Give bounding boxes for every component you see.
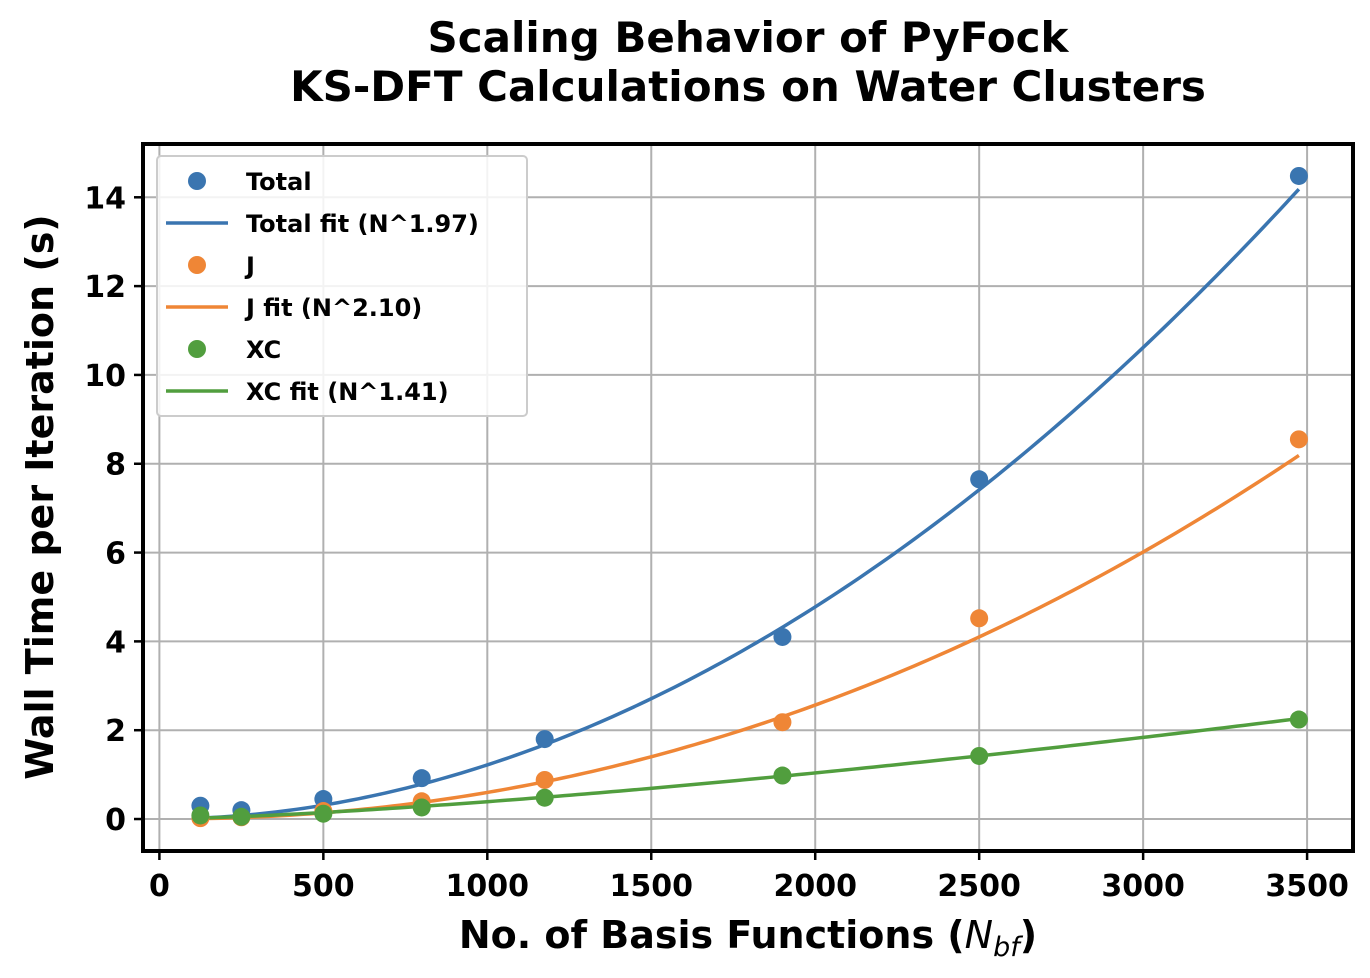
data-point bbox=[412, 769, 431, 788]
data-point bbox=[970, 609, 989, 628]
fit-lines bbox=[200, 187, 1301, 821]
legend-marker bbox=[188, 256, 206, 274]
legend-box bbox=[156, 155, 528, 417]
x-tick-label: 1000 bbox=[446, 869, 530, 904]
data-point bbox=[535, 730, 554, 749]
x-tick-label: 3000 bbox=[1101, 869, 1185, 904]
fit-line bbox=[200, 453, 1300, 821]
x-tick-label: 3500 bbox=[1265, 869, 1349, 904]
chart-title-line-1: Scaling Behavior of PyFock bbox=[428, 13, 1070, 62]
data-point bbox=[773, 713, 792, 732]
data-point bbox=[1289, 166, 1308, 185]
data-point bbox=[970, 746, 989, 765]
x-tick-label: 2500 bbox=[937, 869, 1021, 904]
x-tick-label: 2000 bbox=[773, 869, 857, 904]
plot-frame bbox=[141, 142, 1355, 853]
legend-label: Total fit (N^1.97) bbox=[246, 210, 479, 238]
data-point bbox=[191, 806, 210, 825]
y-tick-label: 14 bbox=[84, 181, 126, 216]
x-tick-label: 1500 bbox=[610, 869, 694, 904]
data-point bbox=[1289, 430, 1308, 449]
data-point bbox=[1289, 710, 1308, 729]
fit-line bbox=[200, 187, 1301, 820]
y-tick-label: 2 bbox=[105, 714, 126, 749]
y-tick-label: 12 bbox=[84, 270, 126, 305]
legend-label: J bbox=[244, 252, 255, 280]
x-axis-label-main: No. of Basis Functions ( bbox=[459, 913, 965, 957]
data-points bbox=[191, 166, 1308, 828]
grid bbox=[143, 144, 1353, 851]
x-axis-label-symbol: N bbox=[965, 913, 993, 957]
x-axis-ticks: 0 500 1000 1500 2000 2500 3000 3500 bbox=[149, 851, 1349, 904]
legend-label: J fit (N^2.10) bbox=[244, 294, 422, 322]
data-point bbox=[773, 766, 792, 785]
x-axis-label-subscript: bf bbox=[993, 932, 1023, 963]
legend-marker bbox=[188, 172, 206, 190]
data-point bbox=[535, 770, 554, 789]
y-tick-label: 8 bbox=[105, 448, 126, 483]
legend-marker bbox=[188, 340, 206, 358]
legend-label: XC bbox=[246, 336, 281, 364]
data-point bbox=[773, 627, 792, 646]
fit-line bbox=[200, 716, 1300, 820]
data-point bbox=[970, 470, 989, 489]
x-axis-label: No. of Basis Functions (Nbf) bbox=[459, 913, 1037, 963]
y-tick-label: 10 bbox=[84, 359, 126, 394]
legend-label: XC fit (N^1.41) bbox=[246, 378, 449, 406]
x-tick-label: 500 bbox=[292, 869, 355, 904]
data-point bbox=[314, 804, 333, 823]
data-point bbox=[232, 807, 251, 826]
x-axis-label-close: ) bbox=[1020, 913, 1037, 957]
data-point bbox=[412, 798, 431, 817]
y-tick-label: 6 bbox=[105, 537, 126, 572]
legend-label: Total bbox=[246, 168, 312, 196]
legend: Total Total fit (N^1.97) J J fit (N^2.10) XC… bbox=[156, 155, 528, 417]
y-axis-label: Wall Time per Iteration (s) bbox=[18, 214, 62, 779]
y-axis-ticks: 0 2 4 6 8 10 12 14 bbox=[84, 181, 143, 838]
x-tick-label: 0 bbox=[149, 869, 170, 904]
data-point bbox=[535, 788, 554, 807]
y-tick-label: 0 bbox=[105, 803, 126, 838]
y-tick-label: 4 bbox=[105, 625, 126, 660]
chart-title-line-2: KS-DFT Calculations on Water Clusters bbox=[290, 62, 1206, 111]
